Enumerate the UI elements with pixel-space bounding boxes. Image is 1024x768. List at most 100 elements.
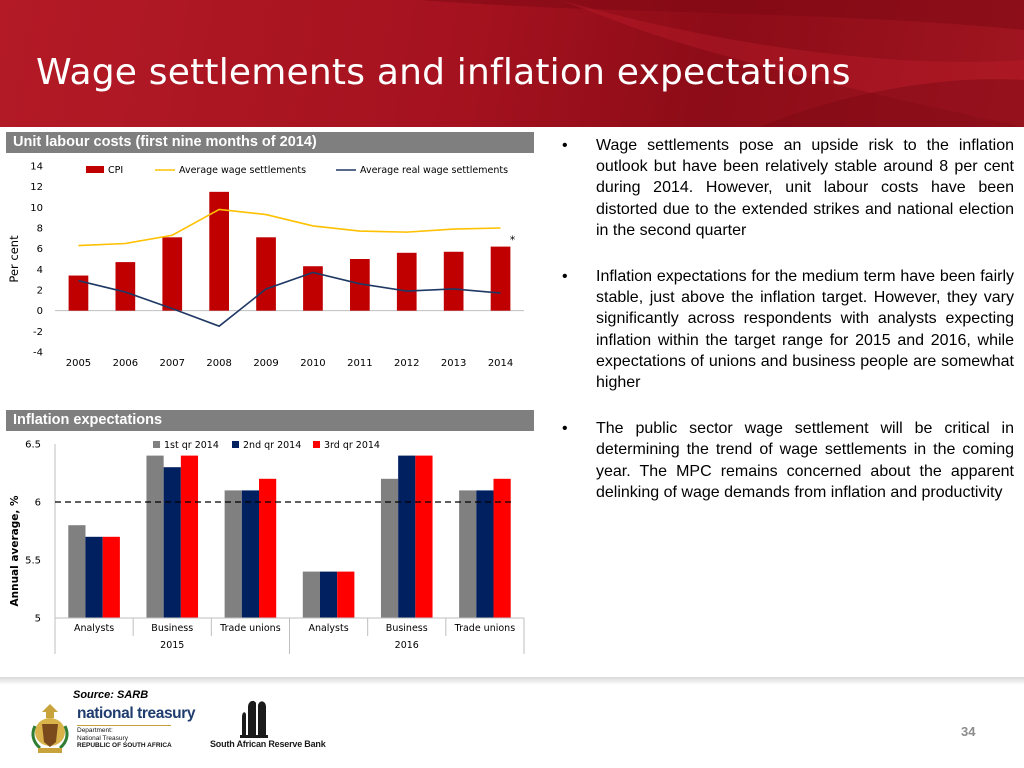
y-axis-label: Annual average, % — [9, 495, 21, 606]
expectation-bar — [102, 536, 120, 618]
page-title: Wage settlements and inflation expectati… — [36, 52, 851, 93]
cpi-bar — [209, 191, 229, 311]
bullet-text: Inflation expectations for the medium te… — [596, 268, 1014, 392]
y-tick-label: -4 — [33, 348, 43, 359]
expectation-bar — [68, 525, 86, 618]
legend-wage-label: Average wage settlements — [179, 165, 306, 176]
legend-swatch — [153, 441, 160, 448]
national-treasury-line3: REPUBLIC OF SOUTH AFRICA — [77, 742, 172, 749]
legend-swatch — [232, 441, 239, 448]
bullet-text: Wage settlements pose an upside risk to … — [596, 137, 1014, 239]
expectation-bar — [493, 478, 511, 618]
y-axis-label: Per cent — [7, 235, 21, 283]
x-tick-label: Trade unions — [219, 623, 281, 634]
x-tick-label: 2007 — [160, 358, 185, 369]
x-tick-label: 2014 — [488, 358, 513, 369]
expectation-bar — [302, 571, 320, 618]
bullet-dot-icon: • — [562, 137, 568, 154]
y-tick-label: 5 — [35, 614, 41, 625]
expectation-bar — [398, 455, 416, 618]
x-tick-label: 2005 — [66, 358, 91, 369]
bullet-item: • Inflation expectations for the medium t… — [560, 266, 1014, 393]
x-tick-label: 2009 — [253, 358, 278, 369]
legend-real-wage-label: Average real wage settlements — [360, 165, 508, 176]
y-tick-label: 4 — [37, 265, 43, 276]
x-tick-label: 2011 — [347, 358, 372, 369]
x-tick-label: 2006 — [113, 358, 138, 369]
slide-header: Wage settlements and inflation expectati… — [0, 0, 1024, 127]
average-wage-settlements-line — [78, 208, 501, 247]
bullet-text: The public sector wage settlement will b… — [596, 420, 1014, 501]
x-tick-label: 2012 — [394, 358, 419, 369]
expectation-bar — [146, 455, 164, 618]
legend-label: 1st qr 2014 — [164, 440, 219, 451]
legend-cpi-swatch — [86, 166, 104, 173]
legend-label: 3rd qr 2014 — [324, 440, 380, 451]
y-tick-label: 6.5 — [25, 440, 41, 451]
bullet-list: • Wage settlements pose an upside risk to… — [560, 135, 1014, 528]
bullet-item: • Wage settlements pose an upside risk to… — [560, 135, 1014, 241]
x-group-label: 2016 — [395, 640, 419, 651]
y-tick-label: 6 — [37, 244, 43, 255]
expectation-bar — [459, 490, 477, 618]
sarb-logo-icon — [240, 700, 268, 738]
cpi-bar — [443, 251, 464, 311]
y-tick-label: 0 — [37, 306, 43, 317]
expectation-bar — [476, 490, 494, 618]
average-real-wage-settlements-line — [78, 271, 501, 328]
bullet-item: • The public sector wage settlement will … — [560, 418, 1014, 503]
y-tick-label: 10 — [30, 203, 43, 214]
sarb-logo-name: South African Reserve Bank — [210, 739, 326, 749]
x-tick-label: 2013 — [441, 358, 466, 369]
y-tick-label: 8 — [37, 224, 43, 235]
cpi-bar — [162, 237, 183, 311]
cpi-bar — [350, 259, 370, 311]
unit-labour-costs-chart: -4 -2 0 2 4 6 8 10 12 14 Per cent 2005 2006 2007 2008 2… — [7, 162, 524, 369]
expectation-bar — [85, 536, 103, 618]
cpi-bar — [68, 275, 89, 311]
chart2-title-bar: Inflation expectations — [6, 410, 534, 431]
x-tick-label: Analysts — [74, 623, 114, 634]
expectation-bar — [259, 478, 277, 618]
y-tick-label: -2 — [33, 327, 43, 338]
national-treasury-logo-name: national treasury — [77, 705, 196, 722]
header-swoosh-decoration — [0, 0, 1024, 127]
coat-of-arms-icon — [31, 704, 69, 753]
bullet-dot-icon: • — [562, 268, 568, 286]
y-tick-label: 2 — [37, 286, 43, 297]
expectation-bar — [180, 455, 199, 618]
cpi-bar — [303, 266, 323, 311]
x-tick-label: Business — [151, 623, 193, 634]
source-note: Source: SARB — [73, 689, 149, 701]
x-tick-label: 2008 — [206, 358, 231, 369]
y-tick-label: 12 — [30, 182, 43, 193]
page-number: 34 — [961, 724, 976, 739]
footer-divider — [0, 677, 1024, 685]
expectation-bar — [224, 490, 242, 618]
cpi-bar — [115, 262, 136, 311]
y-tick-label: 5.5 — [25, 556, 41, 567]
national-treasury-line1: Department: — [77, 727, 113, 734]
expectation-bar — [337, 571, 355, 618]
annotation-asterisk: * — [510, 234, 516, 247]
expectation-bar — [319, 571, 338, 618]
chart1-title-bar: Unit labour costs (first nine months of … — [6, 132, 534, 153]
x-tick-label: 2010 — [300, 358, 325, 369]
cpi-bar — [396, 252, 417, 311]
legend-cpi-label: CPI — [108, 165, 123, 176]
x-tick-label: Analysts — [308, 623, 348, 634]
bullet-dot-icon: • — [562, 420, 568, 438]
legend-swatch — [313, 441, 320, 448]
legend-label: 2nd qr 2014 — [243, 440, 301, 451]
inflation-expectations-chart: 5 5.5 6 6.5 Annual average, % Analysts Busines… — [9, 440, 525, 654]
expectation-bar — [415, 455, 433, 618]
national-treasury-line2: National Treasury — [77, 735, 128, 742]
x-tick-label: Business — [386, 623, 428, 634]
cpi-bar — [490, 246, 511, 311]
expectation-bar — [163, 467, 181, 618]
expectation-bar — [241, 490, 260, 618]
cpi-bar — [256, 237, 276, 311]
x-tick-label: Trade unions — [454, 623, 516, 634]
x-group-label: 2015 — [160, 640, 184, 651]
national-treasury-rule — [77, 725, 171, 726]
